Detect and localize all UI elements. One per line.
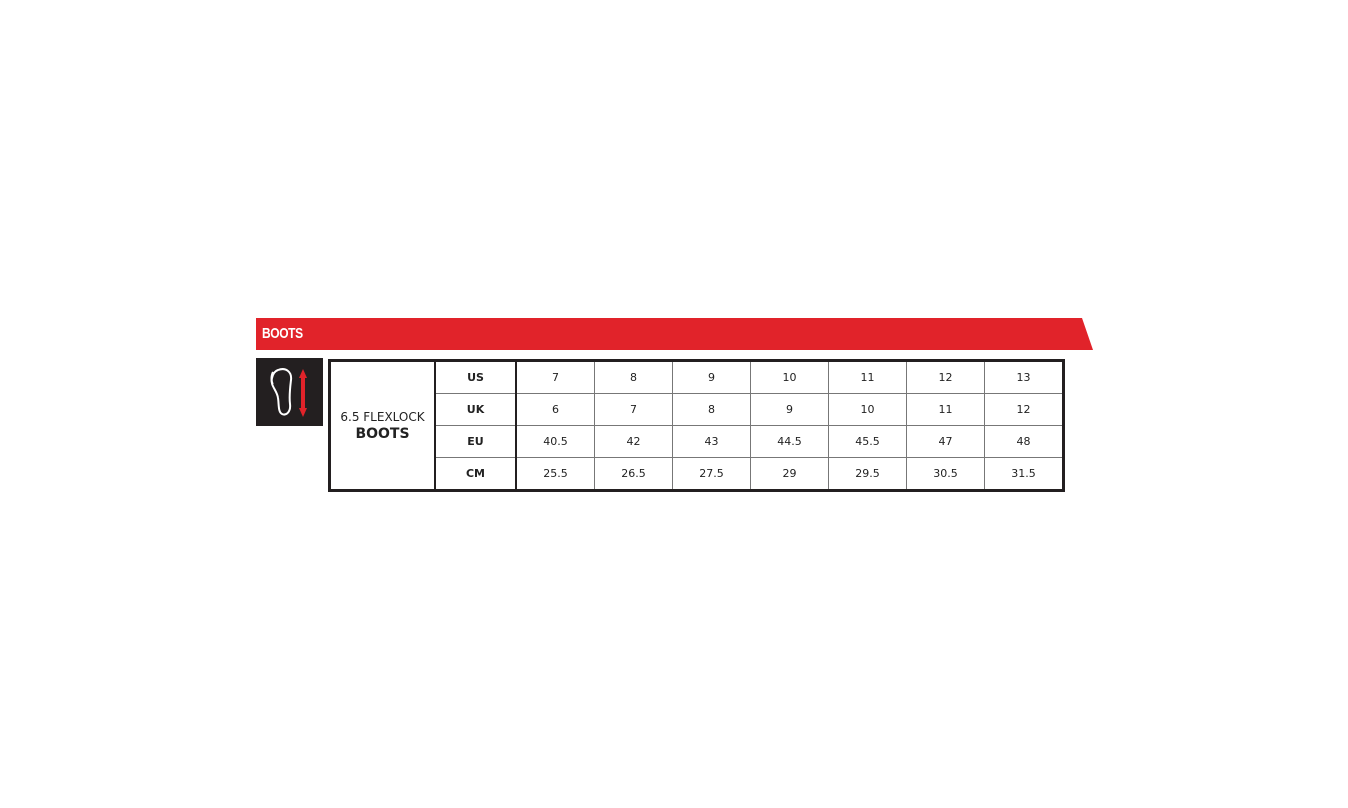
size-cell: 44.5 xyxy=(750,425,829,458)
size-cell: 47 xyxy=(906,425,985,458)
size-cell: 7 xyxy=(594,393,673,426)
size-cell: 29 xyxy=(750,457,829,491)
size-row-us: 6.5 FLEXLOCK BOOTS US 7 8 9 10 11 12 13 xyxy=(329,360,1064,491)
size-cell: 6 xyxy=(515,393,595,426)
size-cell: 40.5 xyxy=(515,425,595,458)
size-system-label: UK xyxy=(434,393,517,426)
size-cell: 43 xyxy=(672,425,751,458)
size-system-label: CM xyxy=(434,457,517,491)
size-system-label: US xyxy=(434,360,517,394)
size-cell: 12 xyxy=(906,360,985,394)
size-cell: 11 xyxy=(906,393,985,426)
section-banner: BOOTS xyxy=(256,318,1093,350)
size-cell: 25.5 xyxy=(515,457,595,491)
size-cell: 30.5 xyxy=(906,457,985,491)
size-cell: 12 xyxy=(984,393,1064,426)
size-row-eu: EU 40.5 42 43 44.5 45.5 47 48 xyxy=(330,425,1064,458)
size-row-cm: CM 25.5 26.5 27.5 29 29.5 30.5 31.5 xyxy=(330,457,1064,491)
size-cell: 48 xyxy=(984,425,1064,458)
size-cell: 31.5 xyxy=(984,457,1064,491)
size-cell: 8 xyxy=(594,360,673,394)
size-cell: 8 xyxy=(672,393,751,426)
size-row-uk: UK 6 7 8 9 10 11 12 xyxy=(330,393,1064,426)
size-cell: 10 xyxy=(828,393,907,426)
size-cell: 9 xyxy=(672,360,751,394)
size-cell: 29.5 xyxy=(828,457,907,491)
size-cell: 9 xyxy=(750,393,829,426)
product-type: BOOTS xyxy=(355,425,410,442)
banner-title: BOOTS xyxy=(262,325,303,342)
size-cell: 26.5 xyxy=(594,457,673,491)
foot-length-icon xyxy=(256,358,323,426)
size-system-label: EU xyxy=(434,425,517,458)
product-name-cell: 6.5 FLEXLOCK BOOTS xyxy=(329,360,436,491)
size-cell: 7 xyxy=(515,360,595,394)
size-cell: 45.5 xyxy=(828,425,907,458)
size-cell: 42 xyxy=(594,425,673,458)
size-cell: 10 xyxy=(750,360,829,394)
size-chart-table: 6.5 FLEXLOCK BOOTS US 7 8 9 10 11 12 13 UK 6 7 8 9 10 11… xyxy=(328,359,1065,492)
product-model: 6.5 FLEXLOCK xyxy=(340,409,425,424)
size-cell: 13 xyxy=(984,360,1064,394)
size-cell: 11 xyxy=(828,360,907,394)
size-cell: 27.5 xyxy=(672,457,751,491)
